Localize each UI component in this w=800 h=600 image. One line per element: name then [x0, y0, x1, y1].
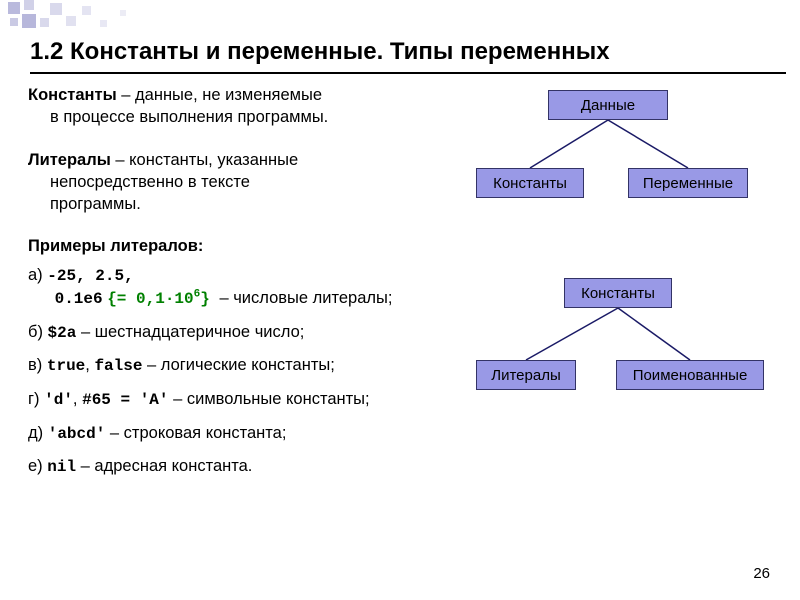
ex-code: 'abcd' — [48, 425, 106, 443]
ex-desc: – шестнадцатеричное число; — [76, 323, 304, 341]
ex-code: $2a — [48, 324, 77, 342]
ex-desc: – строковая константа; — [105, 424, 286, 442]
example-d: д) 'abcd' – строковая константа; — [28, 422, 458, 446]
term-constants: Константы — [28, 86, 117, 104]
deco-square — [66, 16, 76, 26]
deco-square — [50, 3, 62, 15]
deco-square — [24, 0, 34, 10]
ex-label: г) — [28, 390, 40, 408]
deco-square — [8, 2, 20, 14]
ex-code: -25, 2.5, — [47, 267, 133, 285]
ex-desc: – числовые литералы; — [219, 289, 392, 307]
deco-square — [120, 10, 126, 16]
corner-decoration — [0, 0, 145, 40]
example-v: в) true, false – логические константы; — [28, 354, 458, 378]
diagram2-right-box: Поименованные — [616, 360, 764, 390]
ex-code: nil — [47, 458, 76, 476]
ex-desc: – логические константы; — [142, 356, 334, 374]
diagram1-root-box: Данные — [548, 90, 668, 120]
examples-heading: Примеры литералов: — [28, 235, 458, 257]
definition-constants: Константы – данные, не изменяемые в проц… — [28, 84, 458, 129]
example-b: б) $2a – шестнадцатеричное число; — [28, 321, 458, 345]
content-column: Константы – данные, не изменяемые в проц… — [28, 84, 458, 489]
term-literals: Литералы — [28, 151, 111, 169]
def-text: – константы, указанные — [111, 151, 298, 169]
ex-desc: – адресная константа. — [76, 457, 252, 475]
def-text: – данные, не изменяемые — [117, 86, 322, 104]
ex-code: false — [94, 357, 142, 375]
example-a: а) -25, 2.5, 0.1e6 {= 0,1·106} – числовы… — [28, 264, 458, 311]
example-e: е) nil – адресная константа. — [28, 455, 458, 479]
ex-label: е) — [28, 457, 43, 475]
diagram2-root-box: Константы — [564, 278, 672, 308]
diagram2-left-box: Литералы — [476, 360, 576, 390]
deco-square — [10, 18, 18, 26]
page-number: 26 — [753, 565, 770, 582]
example-g: г) 'd', #65 = 'A' – символьные константы… — [28, 388, 458, 412]
diagram1-right-box: Переменные — [628, 168, 748, 198]
def-line3: программы. — [28, 193, 458, 215]
deco-square — [40, 18, 49, 27]
ex-code: 0.1e6 — [55, 290, 103, 308]
ex-code: #65 = 'A' — [82, 391, 168, 409]
ex-label: а) — [28, 266, 43, 284]
deco-square — [100, 20, 107, 27]
def-line2: в процессе выполнения программы. — [28, 106, 458, 128]
ex-code-green: {= 0,1·106} — [107, 290, 219, 308]
deco-square — [82, 6, 91, 15]
slide-title: 1.2 Константы и переменные. Типы перемен… — [30, 38, 786, 74]
examples-block: Примеры литералов: а) -25, 2.5, 0.1e6 {=… — [28, 235, 458, 478]
ex-label: б) — [28, 323, 43, 341]
ex-label: д) — [28, 424, 43, 442]
ex-code: 'd' — [44, 391, 73, 409]
deco-square — [22, 14, 36, 28]
diagram1-left-box: Константы — [476, 168, 584, 198]
definition-literals: Литералы – константы, указанные непосред… — [28, 149, 458, 216]
def-line2: непосредственно в тексте — [28, 171, 458, 193]
ex-label: в) — [28, 356, 42, 374]
ex-desc: – символьные константы; — [169, 390, 370, 408]
ex-code: true — [47, 357, 85, 375]
